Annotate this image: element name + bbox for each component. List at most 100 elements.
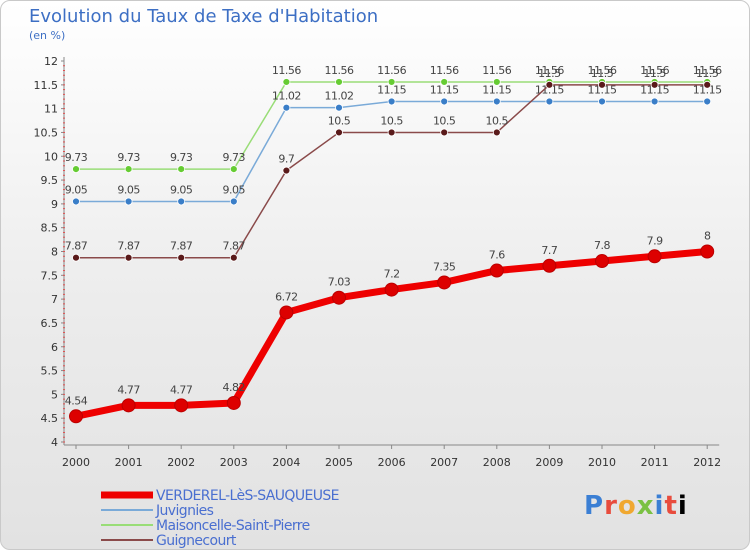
y-tick-label: 11 xyxy=(44,103,58,116)
data-point xyxy=(440,128,449,137)
data-label: 11.56 xyxy=(272,64,301,77)
x-tick-label: 2011 xyxy=(641,456,669,469)
data-label: 11.15 xyxy=(430,83,459,96)
data-label: 10.5 xyxy=(433,114,456,127)
data-label: 11.5 xyxy=(696,67,719,80)
y-tick-label: 8.5 xyxy=(41,222,59,235)
data-label: 11.56 xyxy=(325,64,354,77)
data-point xyxy=(121,398,136,413)
data-label: 9.73 xyxy=(170,151,193,164)
legend-label: Guignecourt xyxy=(156,533,237,549)
data-point xyxy=(335,128,343,137)
data-point xyxy=(282,166,291,175)
legend-label: Juvignies xyxy=(155,503,214,519)
data-label: 9.05 xyxy=(170,183,193,196)
data-point xyxy=(437,275,452,290)
logo-letter: i xyxy=(654,491,665,521)
chart-unit-label: (en %) xyxy=(29,29,66,42)
data-label: 7.03 xyxy=(328,276,351,289)
data-point xyxy=(124,253,133,262)
data-point xyxy=(647,249,662,264)
data-label: 8 xyxy=(704,230,711,243)
logo-letter: o xyxy=(617,491,637,521)
legend-label: VERDEREL-LèS-SAUQUEUSE xyxy=(156,488,339,504)
data-label: 10.5 xyxy=(380,114,403,127)
y-tick-label: 6.5 xyxy=(41,317,59,330)
data-point xyxy=(69,409,83,424)
x-tick-label: 2001 xyxy=(115,456,143,469)
data-point xyxy=(650,97,659,106)
data-label: 9.05 xyxy=(117,183,140,196)
data-point xyxy=(387,128,396,137)
data-point xyxy=(598,97,606,106)
data-point xyxy=(72,197,80,206)
data-label: 4.54 xyxy=(65,394,88,407)
data-label: 10.5 xyxy=(486,114,509,127)
chart-title: Evolution du Taux de Taxe d'Habitation xyxy=(29,6,379,27)
x-tick-label: 2012 xyxy=(693,456,721,469)
data-point xyxy=(124,165,133,174)
data-label: 9.73 xyxy=(65,151,88,164)
data-point xyxy=(492,97,501,106)
data-label: 11.56 xyxy=(535,64,564,77)
data-point xyxy=(174,398,189,413)
y-tick-label: 10.5 xyxy=(34,126,59,139)
data-label: 11.56 xyxy=(588,64,617,77)
data-point xyxy=(282,103,291,112)
data-point xyxy=(282,78,291,86)
data-point xyxy=(226,395,241,410)
y-tick-label: 4.5 xyxy=(41,412,59,425)
data-label: 7.7 xyxy=(541,244,557,257)
data-label: 11.15 xyxy=(377,83,406,96)
data-label: 7.87 xyxy=(117,240,140,253)
data-point xyxy=(545,97,554,106)
data-label: 9.7 xyxy=(278,153,294,166)
data-point xyxy=(72,253,80,262)
data-label: 11.56 xyxy=(482,64,511,77)
data-label: 11.56 xyxy=(693,64,722,77)
data-point xyxy=(387,97,396,106)
data-point xyxy=(650,80,659,89)
data-label: 7.9 xyxy=(647,234,663,247)
data-label: 4.77 xyxy=(117,383,140,396)
logo-letter: t xyxy=(664,491,678,521)
data-label: 9.73 xyxy=(223,151,246,164)
y-tick-label: 9.5 xyxy=(41,174,59,187)
data-label: 11.15 xyxy=(482,83,511,96)
x-tick-label: 2003 xyxy=(220,456,248,469)
data-point xyxy=(332,290,346,305)
y-tick-label: 12 xyxy=(44,55,58,68)
data-point xyxy=(177,197,186,206)
logo-letter: i xyxy=(677,491,688,521)
data-point xyxy=(177,253,186,262)
data-label: 7.6 xyxy=(489,249,505,262)
data-label: 11.02 xyxy=(325,90,354,103)
data-point xyxy=(229,165,238,174)
data-point xyxy=(703,97,712,106)
x-tick-label: 2004 xyxy=(272,456,300,469)
data-label: 9.05 xyxy=(65,183,88,196)
y-tick-label: 4 xyxy=(51,436,58,449)
data-label: 11.15 xyxy=(640,83,669,96)
x-tick-label: 2002 xyxy=(167,456,195,469)
data-point xyxy=(598,80,606,89)
data-label: 11.5 xyxy=(591,67,614,80)
x-tick-label: 2008 xyxy=(483,456,511,469)
x-tick-label: 2006 xyxy=(378,456,406,469)
data-point xyxy=(492,78,501,86)
data-point xyxy=(177,165,186,174)
data-point xyxy=(703,80,712,89)
data-label: 9.05 xyxy=(223,183,246,196)
y-tick-label: 8 xyxy=(51,246,58,259)
y-tick-label: 7 xyxy=(51,293,58,306)
data-label: 7.87 xyxy=(65,240,88,253)
data-label: 11.5 xyxy=(643,67,666,80)
legend-label: Maisoncelle-Saint-Pierre xyxy=(156,518,310,534)
y-tick-label: 5 xyxy=(51,388,58,401)
y-tick-label: 9 xyxy=(51,198,58,211)
proxiti-logo: Proxiti xyxy=(584,491,688,521)
data-label: 7.2 xyxy=(384,268,400,281)
data-point xyxy=(542,258,557,273)
data-label: 11.56 xyxy=(430,64,459,77)
data-label: 11.56 xyxy=(377,64,406,77)
